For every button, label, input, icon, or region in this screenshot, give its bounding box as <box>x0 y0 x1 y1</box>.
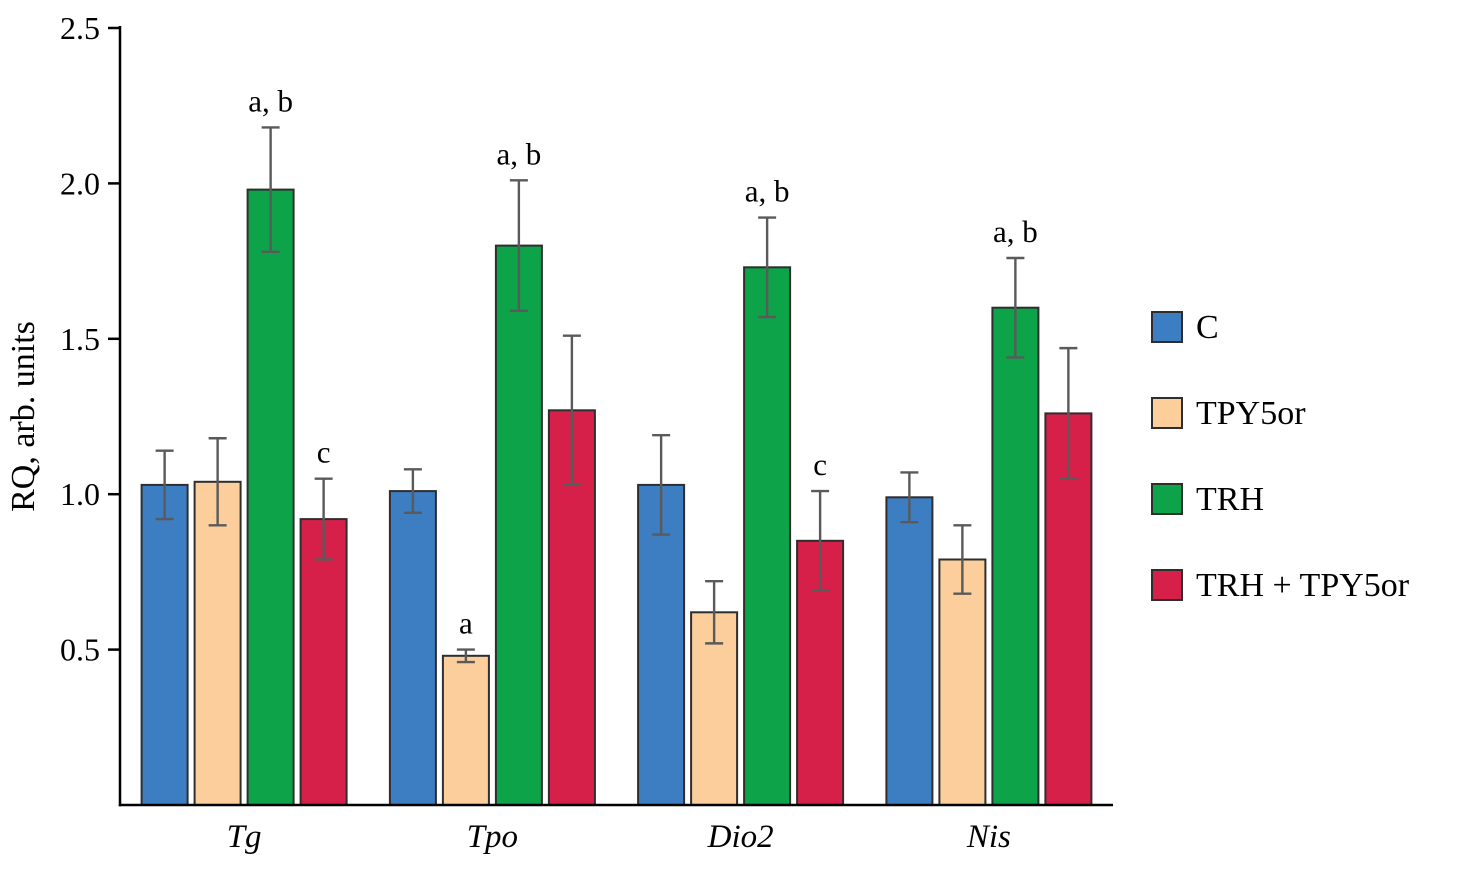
y-axis-title: RQ, arb. units <box>5 321 42 512</box>
bar-TRH-Tpo <box>494 244 543 807</box>
y-tick-label-2: 2.0 <box>60 165 100 201</box>
legend-swatch-C <box>1151 311 1183 343</box>
bar-TPY5or-Nis <box>938 558 987 806</box>
x-category-label-Dio2: Dio2 <box>707 819 774 855</box>
legend-item-TRHTPY5or: TRH + TPY5or <box>1151 567 1410 604</box>
x-category-label-Tg: Tg <box>227 819 262 855</box>
bar-C-Nis <box>885 496 934 806</box>
error-bar-TRH-Nis <box>1006 256 1025 359</box>
error-bar-TPY5or-Tpo <box>456 648 475 664</box>
error-bar-TPY5or-Nis <box>953 524 972 595</box>
error-bar-TRHTPY5or-Tg <box>314 477 333 561</box>
bar-C-Dio2 <box>637 483 686 806</box>
legend-label-TPY5or: TPY5or <box>1196 395 1306 432</box>
bar-TPY5or-Tg <box>193 480 242 806</box>
significance-annotation-Dio2: a, b <box>745 174 790 209</box>
legend-swatch-TRHTPY5or <box>1151 569 1183 601</box>
legend-label-TRHTPY5or: TRH + TPY5or <box>1196 567 1410 604</box>
error-bar-C-Tpo <box>403 468 422 515</box>
legend-item-C: C <box>1151 309 1219 346</box>
error-bar-C-Dio2 <box>652 433 671 536</box>
error-bar-TPY5or-Dio2 <box>705 580 724 645</box>
error-bar-TRHTPY5or-Nis <box>1059 346 1078 480</box>
legend-label-C: C <box>1196 309 1219 346</box>
x-category-label-Tpo: Tpo <box>467 819 518 855</box>
x-category-label-Nis: Nis <box>966 819 1011 855</box>
y-tick-label-1.5: 1.5 <box>60 321 100 357</box>
error-bar-C-Nis <box>900 471 919 524</box>
legend-swatch-TRH <box>1151 483 1183 515</box>
significance-annotation-Dio2: c <box>813 447 827 482</box>
bar-TRH-Dio2 <box>743 266 792 806</box>
significance-annotation-Tpo: a, b <box>496 136 541 171</box>
error-bar-TPY5or-Tg <box>208 437 227 527</box>
error-bar-TRH-Tg <box>261 126 280 253</box>
y-tick-label-0.5: 0.5 <box>60 632 100 668</box>
significance-annotation-Tg: a, b <box>248 83 293 118</box>
bar-C-Tg <box>140 483 189 806</box>
error-bar-TRHTPY5or-Dio2 <box>811 489 830 592</box>
legend-item-TPY5or: TPY5or <box>1151 395 1306 432</box>
bar-TRHTPY5or-Tg <box>299 518 348 806</box>
bar-C-Tpo <box>388 490 437 806</box>
legend-swatch-TPY5or <box>1151 397 1183 429</box>
error-bar-C-Tg <box>155 449 174 521</box>
significance-annotation-Tpo: a <box>459 606 473 641</box>
legend-label-TRH: TRH <box>1196 481 1264 518</box>
error-bar-TRHTPY5or-Tpo <box>562 334 581 487</box>
legend-item-TRH: TRH <box>1151 481 1264 518</box>
significance-annotation-Tg: c <box>317 435 331 470</box>
bar-TPY5or-Tpo <box>441 654 490 806</box>
bar-TRH-Tg <box>246 188 295 807</box>
significance-annotation-Nis: a, b <box>993 214 1038 249</box>
bar-TRH-Nis <box>991 306 1040 806</box>
error-bar-TRH-Tpo <box>509 179 528 313</box>
y-tick-label-2.5: 2.5 <box>60 10 100 46</box>
error-bar-TRH-Dio2 <box>758 216 777 319</box>
y-tick-label-1: 1.0 <box>60 476 100 512</box>
